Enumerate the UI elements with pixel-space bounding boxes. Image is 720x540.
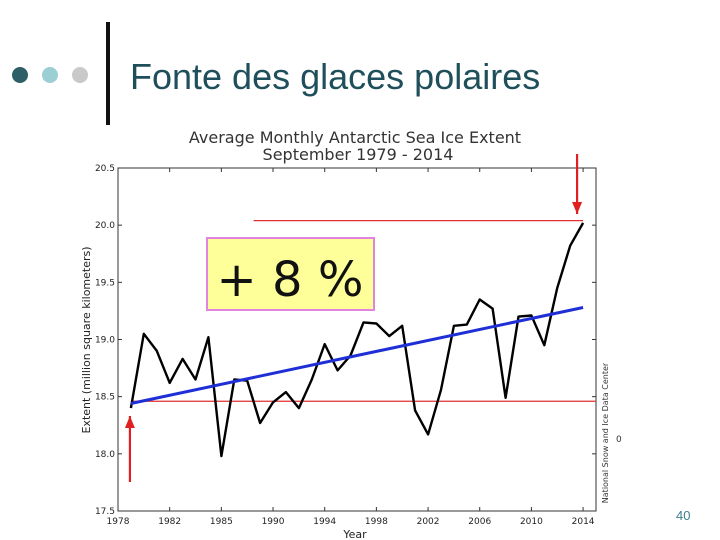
arrow-down-2014 [572,154,583,214]
y-tick-label: 20.5 [95,164,115,174]
arrow-up-1979-head [124,416,135,428]
slide-title: Fonte des glaces polaires [130,56,541,97]
y-tick-label: 18.5 [95,393,115,403]
x-tick-label: 1982 [158,517,181,527]
title-divider [106,22,110,125]
slide-decoration-dots [12,67,98,83]
x-tick-label: 1994 [313,517,336,527]
y-tick-label: 20.0 [95,221,115,231]
nsidc-watermark: National Snow and Ice Data Center [601,362,610,503]
y-tick-label: 19.0 [95,336,115,346]
y-axis-label: Extent (million square kilometers) [80,246,93,433]
arrow-up-1979 [124,416,135,482]
extent-series-line [129,222,585,458]
callout-background [206,237,375,311]
y-tick-label: 18.0 [95,450,115,460]
x-tick-label: 2002 [417,517,440,527]
arrow-down-2014-head [572,202,583,214]
x-tick-label: 1990 [262,517,285,527]
chart-subtitle: September 1979 - 2014 [263,145,454,164]
x-tick-label: 1998 [365,517,388,527]
dot-dark-teal [12,67,28,83]
y-tick-label: 19.5 [95,278,115,288]
x-tick-label: 1985 [210,517,233,527]
callout-box: + 8 % [206,237,375,311]
chart-title: Average Monthly Antarctic Sea Ice Extent [189,128,521,147]
x-tick-label: 2014 [572,517,595,527]
x-axis-label: Year [342,528,367,540]
dot-gray [72,67,88,83]
y-tick-label: 17.5 [95,507,115,517]
callout-text: + 8 % [217,252,364,308]
stray-label: 0 [616,435,622,445]
page-number: 40 [676,508,691,523]
x-tick-label: 2010 [520,517,543,527]
x-tick-label: 1978 [107,517,130,527]
dot-light-teal [42,67,58,83]
trend-line [130,306,584,405]
x-tick-label: 2006 [468,517,491,527]
